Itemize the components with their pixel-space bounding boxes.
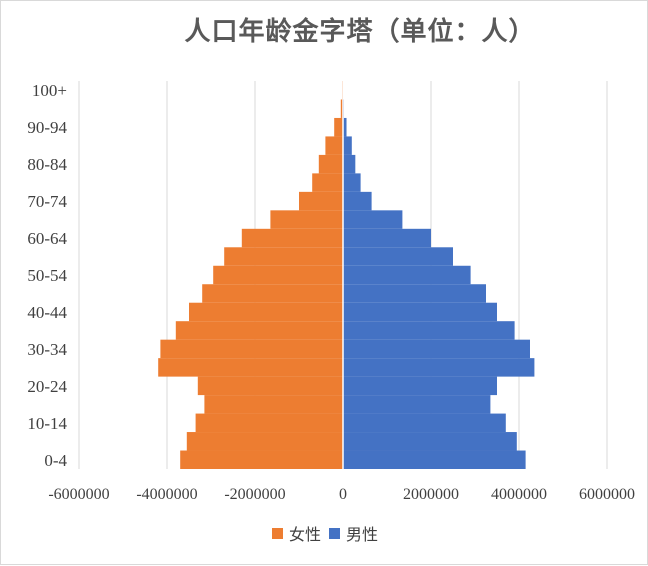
bar-male-35-39 [343,321,515,339]
x-tick-label-4: 2000000 [403,486,459,503]
y-tick-label-50-54: 50-54 [27,266,67,285]
bar-male-20-24 [343,377,497,395]
bar-female-90-94 [334,118,343,136]
y-tick-label-30-34: 30-34 [27,340,67,359]
legend-swatch-female [272,528,283,539]
legend: 女性 男性 [1,521,648,545]
legend-swatch-male [329,528,340,539]
bar-female-25-29 [158,358,343,376]
bar-male-60-64 [343,229,431,247]
y-tick-label-80-84: 80-84 [27,155,67,174]
legend-item-female: 女性 [272,521,321,545]
bar-female-0-4 [180,451,343,469]
y-tick-label-0-4: 0-4 [44,451,67,470]
bar-female-20-24 [198,377,343,395]
bar-female-45-49 [202,284,343,302]
bar-female-30-34 [160,340,343,358]
bar-female-75-79 [312,173,343,191]
bar-male-15-19 [343,395,490,413]
bar-male-65-69 [343,210,402,228]
bar-male-45-49 [343,284,486,302]
x-tick-label-0: -6000000 [48,486,109,503]
bar-male-10-14 [343,414,506,432]
x-tick-label-2: -2000000 [224,486,285,503]
bar-female-5-9 [187,432,343,450]
bar-male-5-9 [343,432,517,450]
bar-female-60-64 [242,229,343,247]
bar-female-35-39 [176,321,343,339]
y-tick-label-70-74: 70-74 [27,192,67,211]
x-tick-label-3: 0 [339,486,347,503]
bar-male-75-79 [343,173,361,191]
y-tick-label-20-24: 20-24 [27,377,67,396]
bar-female-85-89 [325,136,343,154]
bar-female-50-54 [213,266,343,284]
bar-female-65-69 [270,210,343,228]
bar-female-15-19 [204,395,343,413]
bar-female-80-84 [319,155,343,173]
bar-male-85-89 [343,136,352,154]
y-tick-label-60-64: 60-64 [27,229,67,248]
bar-male-30-34 [343,340,530,358]
x-tick-label-6: 6000000 [579,486,635,503]
x-tick-label-1: -4000000 [136,486,197,503]
bar-male-50-54 [343,266,471,284]
bar-male-80-84 [343,155,355,173]
y-tick-label-40-44: 40-44 [27,303,67,322]
y-tick-label-10-14: 10-14 [27,414,67,433]
bar-female-55-59 [224,247,343,265]
bar-female-40-44 [189,303,343,321]
bar-male-25-29 [343,358,534,376]
x-tick-label-5: 4000000 [491,486,547,503]
y-tick-label-90-94: 90-94 [27,118,67,137]
bar-male-55-59 [343,247,453,265]
bar-female-70-74 [299,192,343,210]
y-tick-label-100+: 100+ [32,81,67,100]
legend-item-male: 男性 [329,521,378,545]
bar-male-0-4 [343,451,526,469]
bar-male-70-74 [343,192,372,210]
legend-label-male: 男性 [346,521,378,545]
bar-male-40-44 [343,303,497,321]
bar-female-10-14 [196,414,343,432]
legend-label-female: 女性 [289,521,321,545]
